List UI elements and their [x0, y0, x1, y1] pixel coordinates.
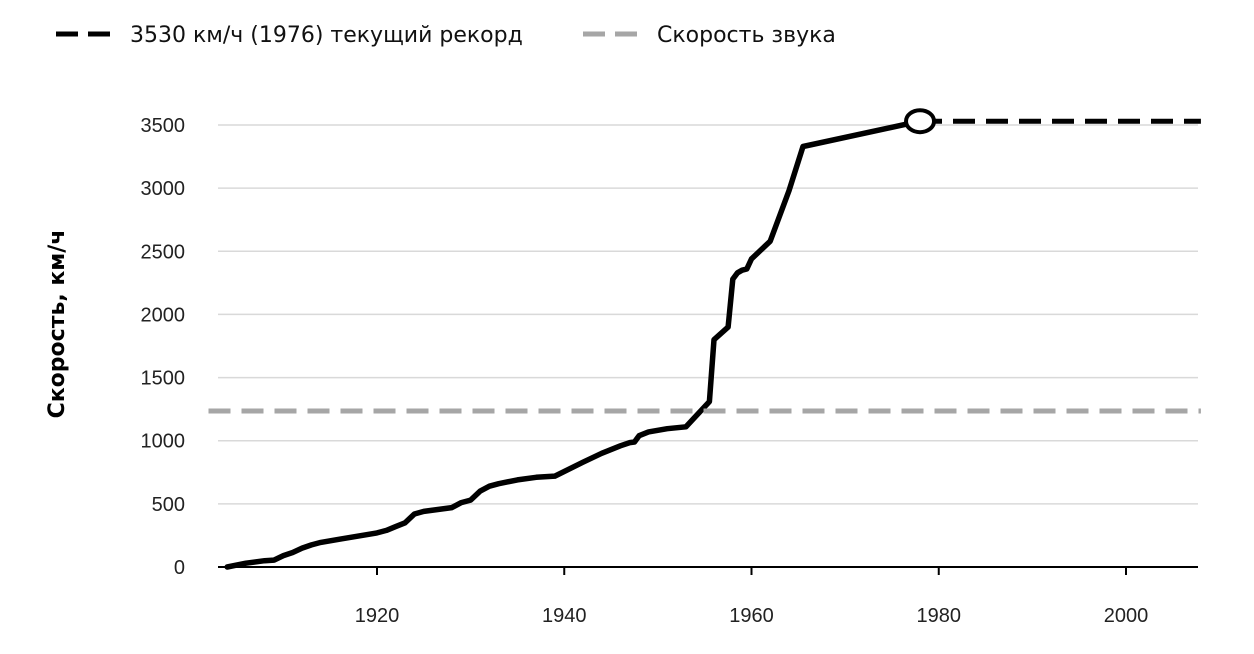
legend: 3530 км/ч (1976) текущий рекорд Скорость… [56, 23, 836, 48]
record-marker [904, 108, 937, 135]
x-tick-label: 1940 [542, 605, 587, 627]
y-tick-label: 1000 [141, 431, 186, 453]
x-tick-label: 2000 [1104, 605, 1149, 627]
y-tick-label: 2500 [141, 241, 186, 263]
series-line-record [224, 118, 923, 570]
x-tick-label: 1980 [917, 605, 962, 627]
legend-record-label: 3530 км/ч (1976) текущий рекорд [130, 23, 523, 48]
y-tick-label: 0 [174, 557, 185, 579]
y-tick-label: 2000 [141, 304, 186, 326]
y-tick-label: 1500 [141, 368, 186, 390]
y-tick-label: 500 [152, 494, 185, 516]
y-tick-labels: 0 500 1000 1500 2000 2500 3000 3500 [141, 115, 186, 579]
x-tick-label: 1920 [355, 605, 400, 627]
y-tick-label: 3000 [141, 178, 186, 200]
x-tick-labels: 1920 1940 1960 1980 2000 [355, 567, 1149, 627]
y-axis-label: Скорость, км/ч [45, 230, 70, 419]
series-lines [208, 108, 1201, 570]
y-tick-label: 3500 [141, 115, 186, 137]
legend-sound-label: Скорость звука [657, 23, 836, 48]
gridlines [218, 124, 1198, 568]
x-tick-label: 1960 [729, 605, 774, 627]
